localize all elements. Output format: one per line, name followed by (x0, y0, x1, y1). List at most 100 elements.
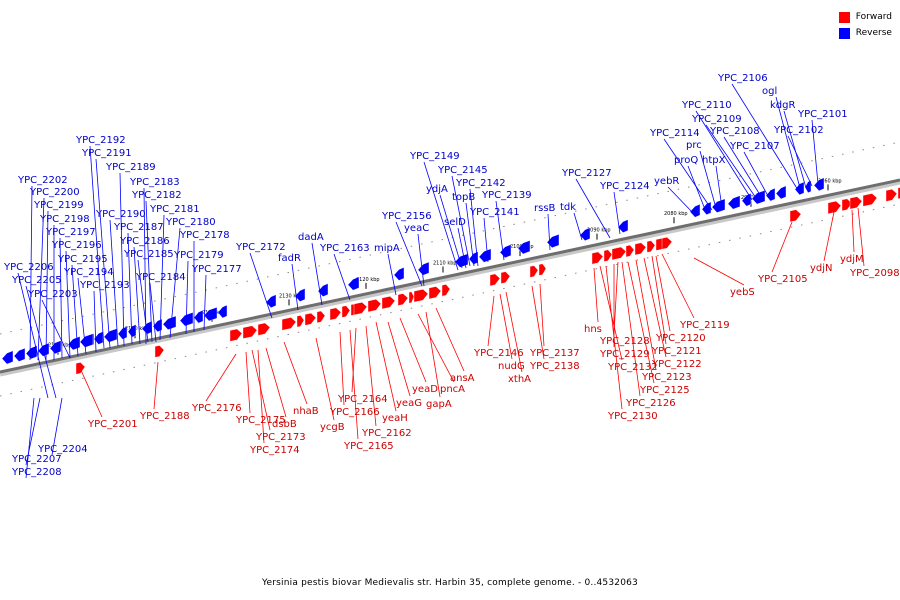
forward-gene-arrow (341, 305, 351, 318)
forward-gene-arrow (625, 244, 635, 258)
forward-gene-arrow (296, 315, 305, 328)
reverse-leader-line (387, 253, 397, 296)
forward-gene-label: nudG (498, 361, 525, 372)
forward-leader-line (245, 351, 251, 414)
forward-gene-arrow (538, 263, 547, 276)
reverse-gene-label: proQ (674, 155, 698, 166)
reverse-leader-line (811, 119, 819, 185)
reverse-leader-line (93, 290, 97, 353)
forward-gene-label: YPC_2121 (651, 346, 702, 357)
track-shadow (0, 179, 900, 377)
reverse-gene-arrow (103, 328, 118, 343)
reverse-gene-arrow (13, 347, 26, 362)
reverse-leader-line (17, 272, 49, 399)
forward-leader-line (627, 261, 655, 384)
forward-gene-arrow (841, 198, 853, 212)
reverse-leader-line (159, 214, 165, 341)
reverse-leader-line (133, 246, 141, 345)
reverse-leader-line (417, 233, 425, 287)
reverse-leader-line (25, 397, 41, 466)
reverse-leader-line (249, 252, 273, 319)
reverse-gene-label: YPC_2107 (729, 141, 780, 152)
forward-gene-arrow (591, 251, 604, 265)
forward-gene-label: YPC_2188 (139, 411, 190, 422)
reverse-leader-line (465, 202, 475, 267)
forward-gene-arrow (397, 293, 409, 306)
forward-gene-label: YPC_2201 (87, 419, 138, 430)
forward-gene-label: YPC_2123 (641, 372, 692, 383)
forward-gene-label: YPC_2129 (599, 349, 650, 360)
reverse-gene-arrow (701, 201, 712, 215)
forward-leader-line (351, 327, 357, 393)
forward-leader-line (661, 253, 695, 319)
reverse-swatch (838, 27, 850, 39)
reverse-gene-arrow (203, 306, 218, 322)
reverse-leader-line (495, 200, 505, 261)
reverse-gene-label: YPC_2183 (129, 177, 180, 188)
reverse-gene-label: YPC_2145 (437, 165, 488, 176)
reverse-leader-line (783, 110, 807, 189)
reverse-gene-label: YPC_2203 (27, 289, 78, 300)
forward-gene-label: gapA (426, 399, 452, 410)
forward-gene-arrow (381, 296, 396, 310)
reverse-gene-label: YPC_2182 (131, 190, 182, 201)
reverse-gene-label: tdk (560, 202, 576, 213)
forward-gene-label: YPC_2125 (639, 385, 690, 396)
reverse-leader-line (547, 213, 551, 251)
reverse-leader-line (743, 151, 769, 197)
forward-leader-line (251, 349, 271, 431)
forward-gene-arrow (428, 286, 442, 300)
reverse-gene-label: YPC_2178 (179, 230, 230, 241)
forward-gene-label: pncA (440, 384, 465, 395)
reverse-gene-label: rssB (534, 203, 556, 214)
forward-gene-label: ydjM (840, 254, 864, 265)
forward-leader-line (417, 313, 455, 383)
reverse-gene-arrow (579, 227, 591, 242)
forward-gene-arrow (646, 240, 656, 253)
reverse-leader-line (457, 227, 467, 269)
forward-leader-line (349, 329, 359, 440)
forward-gene-label: dsbB (272, 419, 297, 430)
forward-gene-arrow (885, 188, 898, 202)
forward-gene-label: yeaG (396, 398, 422, 409)
reverse-leader-line (575, 178, 611, 239)
reverse-gene-label: ydjA (426, 184, 448, 195)
forward-gene-arrow (242, 325, 258, 339)
reverse-leader-line (45, 210, 49, 361)
reverse-gene-label: YPC_2202 (17, 175, 68, 186)
forward-gene-arrow (862, 193, 878, 207)
forward-gene-label: hns (584, 324, 602, 335)
reverse-gene-label: YPC_2141 (469, 207, 520, 218)
forward-gene-label: yeaD (412, 384, 438, 395)
label-layer: YPC_2208 YPC_2207 YPC_2206 YPC_2205 YPC_2204… (3, 73, 900, 478)
dotted-guide (0, 141, 900, 335)
scale-tick-label: 2090 kbp (587, 228, 611, 234)
forward-leader-line (505, 291, 523, 373)
reverse-leader-line (423, 161, 459, 271)
reverse-leader-line (451, 175, 471, 267)
reverse-gene-label: YPC_2199 (33, 200, 84, 211)
reverse-gene-label: YPC_2177 (191, 264, 242, 275)
reverse-gene-label: YPC_2204 (37, 444, 88, 455)
forward-gene-label: YPC_2164 (337, 394, 388, 405)
reverse-leader-line (439, 194, 463, 269)
forward-leader-line (655, 255, 671, 332)
forward-gene-label: YPC_2146 (473, 348, 524, 359)
forward-gene-label: ycgB (320, 422, 345, 433)
gene-layer (1, 177, 900, 375)
reverse-leader-line (483, 217, 489, 263)
forward-gene-arrow (441, 284, 451, 297)
forward-gene-label: YPC_2132 (607, 362, 658, 373)
reverse-leader-line (89, 145, 105, 349)
reverse-gene-label: prc (686, 140, 702, 151)
forward-gene-arrow (367, 299, 382, 313)
reverse-gene-arrow (813, 177, 825, 192)
forward-gene-arrow (661, 236, 673, 250)
reverse-gene-label: YPC_2206 (3, 262, 54, 273)
reverse-gene-arrow (417, 261, 430, 276)
forward-leader-line (499, 293, 513, 360)
forward-gene-arrow (257, 322, 271, 336)
reverse-leader-line (687, 165, 707, 213)
reverse-gene-label: YPC_2124 (599, 181, 650, 192)
scale-tick-label: 2130 kbp (279, 293, 303, 299)
